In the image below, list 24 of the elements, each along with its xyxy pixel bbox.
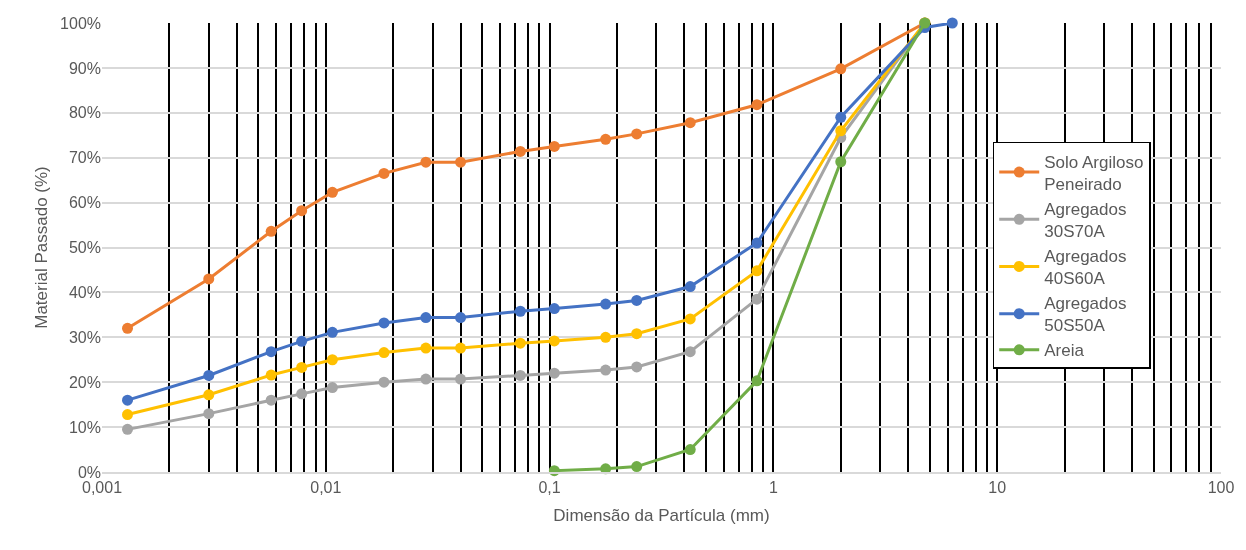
x-tick-label: 100 xyxy=(1207,479,1235,497)
legend-label: Agregados 30S70A xyxy=(1044,199,1127,241)
y-tick-label: 0% xyxy=(77,463,101,481)
x-tick-label: 0,01 xyxy=(310,479,342,497)
y-tick-label: 80% xyxy=(68,104,101,122)
y-tick-label: 20% xyxy=(68,373,101,391)
x-tick-label: 0,1 xyxy=(538,479,561,497)
legend-label: Areia xyxy=(1044,341,1085,361)
x-tick-label: 10 xyxy=(988,479,1007,497)
legend-label: Agregados 40S60A xyxy=(1044,247,1127,289)
y-tick-label: 70% xyxy=(68,149,101,167)
y-axis-title: Material Passado (%) xyxy=(31,166,51,329)
y-tick-label: 50% xyxy=(68,239,101,257)
x-axis-title: Dimensão da Partícula (mm) xyxy=(553,506,770,526)
y-tick-label: 10% xyxy=(68,418,101,436)
y-tick-label: 100% xyxy=(60,14,101,32)
y-tick-label: 30% xyxy=(68,328,101,346)
y-tick-label: 60% xyxy=(68,194,101,212)
x-tick-label: 0,001 xyxy=(81,479,123,497)
x-tick-label: 1 xyxy=(768,479,778,497)
y-tick-label: 40% xyxy=(68,284,101,301)
legend-label: Agregados 50S50A xyxy=(1044,294,1127,336)
y-tick-label: 90% xyxy=(68,59,101,77)
legend-label: Solo Argiloso Peneirado xyxy=(1044,152,1144,194)
